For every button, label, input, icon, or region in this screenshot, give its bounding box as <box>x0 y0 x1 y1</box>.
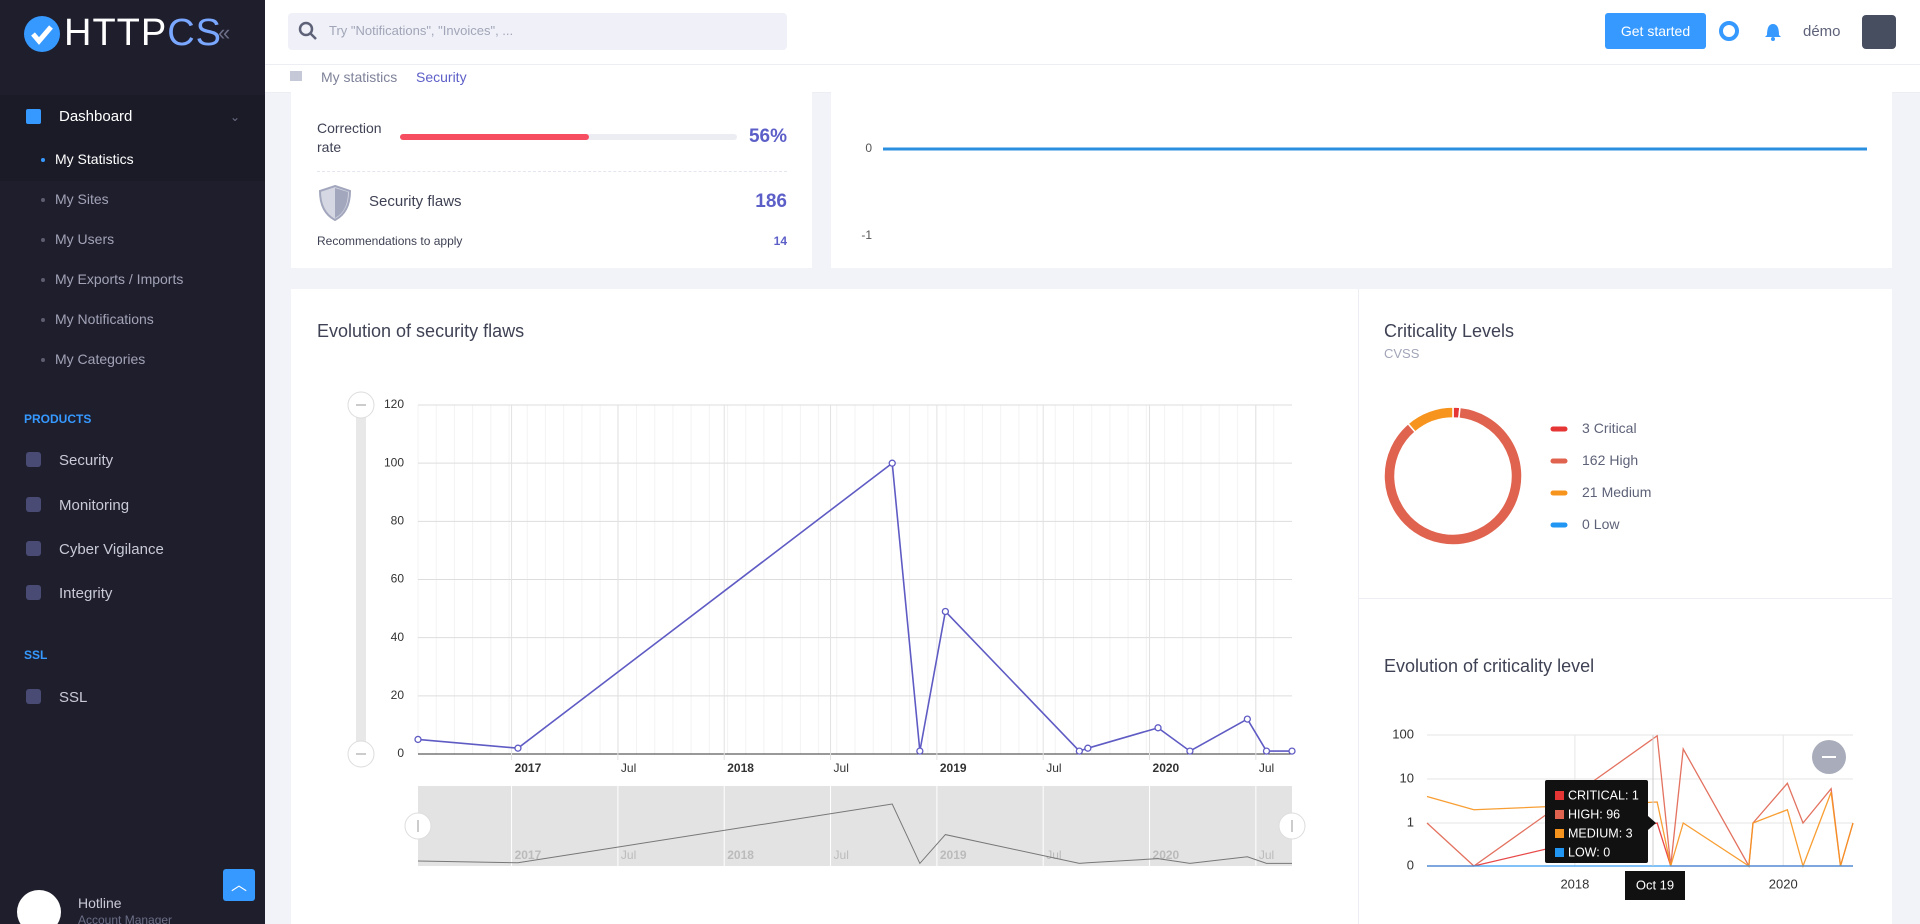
get-started-button[interactable]: Get started <box>1605 13 1706 49</box>
contact-role: Account Manager <box>78 913 173 924</box>
help-icon[interactable] <box>1719 21 1739 41</box>
logo[interactable]: HTTPCS <box>64 12 222 55</box>
nav-item[interactable]: Cyber Vigilance <box>59 541 164 558</box>
dashboard-icon <box>26 109 41 124</box>
menu-dot <box>41 358 45 362</box>
breadcrumb-bar <box>265 65 1920 93</box>
menu-item[interactable]: My Statistics <box>55 151 134 167</box>
nav-icon <box>26 541 41 556</box>
nav-item[interactable]: Integrity <box>59 585 113 602</box>
user-name[interactable]: démo <box>1803 23 1841 40</box>
nav-icon <box>26 689 41 704</box>
chart-subtitle: CVSS <box>1384 346 1420 361</box>
contact-name: Hotline <box>78 895 122 911</box>
chevron: ⌄ <box>230 110 241 124</box>
menu-dot <box>41 278 45 282</box>
section-title: SSL <box>24 648 48 662</box>
nav-icon <box>26 497 41 512</box>
menu-dot <box>41 198 45 202</box>
divider <box>317 171 787 172</box>
collapse-button[interactable]: « <box>218 20 231 45</box>
breadcrumb-item[interactable]: My statistics <box>321 69 398 85</box>
logo-a: HTTP <box>64 12 168 54</box>
scroll-top[interactable]: ︿ <box>223 869 255 901</box>
menu-dot <box>41 318 45 322</box>
divider <box>1358 289 1359 924</box>
progress-fill <box>400 134 589 140</box>
nav-icon <box>26 452 41 467</box>
chart-title: Criticality Levels <box>1384 321 1515 341</box>
menu-item[interactable]: My Categories <box>55 351 146 367</box>
search-placeholder: Try "Notifications", "Invoices", ... <box>329 23 514 38</box>
shield-icon <box>318 184 352 222</box>
sidebar: HTTPCS « Dashboard ⌄ My Statistics My Sit… <box>0 0 265 924</box>
chart-title: Evolution of criticality level <box>1384 656 1595 676</box>
menu-band <box>0 95 265 181</box>
metric-label: Security flaws <box>369 193 462 210</box>
search-icon <box>298 21 317 40</box>
menu-title[interactable]: Dashboard <box>59 108 133 125</box>
chart-card <box>291 289 1892 924</box>
divider <box>1359 598 1892 599</box>
chart-card <box>831 92 1892 268</box>
search-box[interactable] <box>288 13 787 50</box>
user-avatar[interactable] <box>1862 15 1896 49</box>
home-icon[interactable] <box>290 71 302 81</box>
bell-icon[interactable] <box>1763 20 1783 42</box>
nav-item[interactable]: Security <box>59 452 114 469</box>
menu-dot <box>41 238 45 242</box>
metric-value: 186 <box>755 191 787 212</box>
metric-label: Recommendations to apply <box>317 234 463 248</box>
menu-dot <box>41 158 45 162</box>
menu-item[interactable]: My Users <box>55 231 115 247</box>
avatar <box>17 890 61 924</box>
logo-icon <box>24 16 60 52</box>
menu-item[interactable]: My Notifications <box>55 311 154 327</box>
logo-b: CS <box>167 12 223 54</box>
metric-value: 14 <box>773 234 787 248</box>
summary-card <box>291 92 812 268</box>
breadcrumb-item: Security <box>416 69 467 85</box>
section-title: PRODUCTS <box>24 412 92 426</box>
nav-icon <box>26 585 41 600</box>
metric-value: 56% <box>748 126 787 147</box>
metric-label: Correction rate <box>317 120 382 155</box>
nav-item[interactable]: Monitoring <box>59 497 130 514</box>
chart-title: Evolution of security flaws <box>317 321 525 341</box>
menu-item[interactable]: My Exports / Imports <box>55 271 184 287</box>
nav-item[interactable]: SSL <box>59 689 88 706</box>
menu-item[interactable]: My Sites <box>55 191 109 207</box>
